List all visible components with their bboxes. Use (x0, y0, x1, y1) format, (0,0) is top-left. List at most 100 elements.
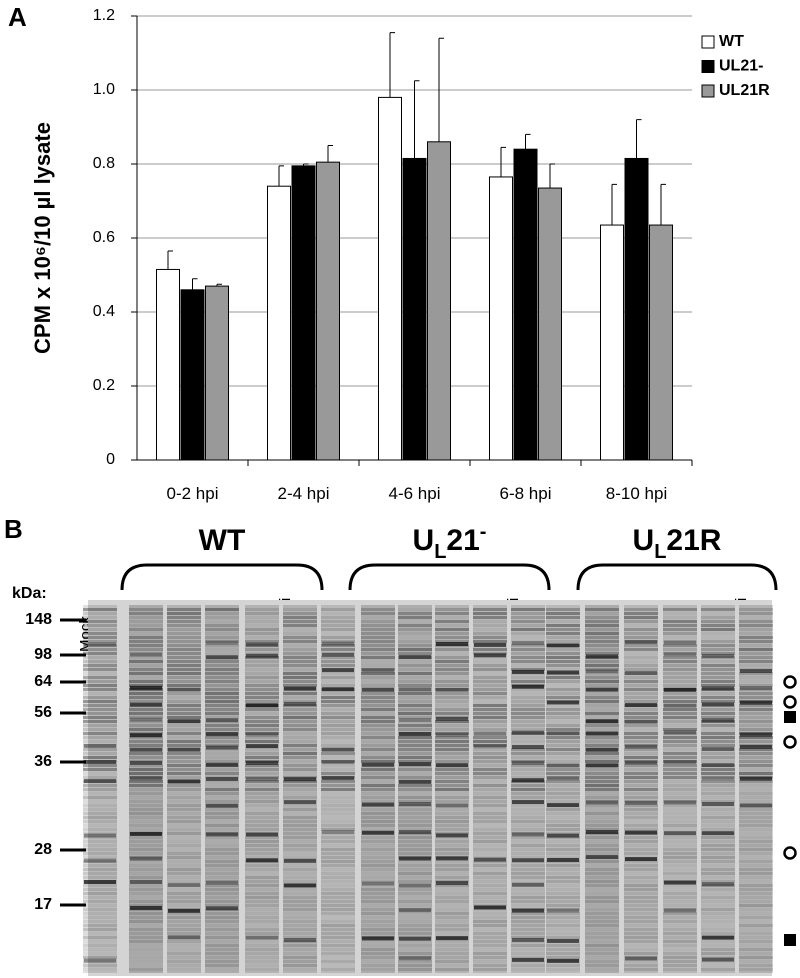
gel-band (245, 632, 279, 635)
gel-lane (739, 605, 773, 973)
gel-band (361, 692, 395, 695)
gel-band (361, 736, 395, 739)
gel-band (585, 800, 619, 803)
gel-band (398, 960, 432, 963)
gel-band (361, 704, 395, 707)
gel-band (473, 636, 507, 639)
gel-band (663, 960, 697, 963)
gel-band (245, 948, 279, 951)
gel-band (205, 840, 239, 843)
gel-band (83, 632, 117, 635)
gel-band (701, 756, 735, 759)
gel-band (321, 888, 355, 891)
gel-band (585, 636, 619, 639)
gel-band (511, 668, 545, 671)
gel-band (398, 828, 432, 831)
gel-band (701, 744, 735, 747)
gel-band (473, 820, 507, 823)
gel-band (361, 908, 395, 911)
gel-band (83, 896, 117, 899)
gel-band (321, 892, 355, 895)
gel-band (701, 648, 735, 651)
gel-band (585, 892, 619, 895)
gel-band (129, 720, 163, 723)
gel-band (435, 940, 469, 943)
gel-band (739, 784, 773, 787)
gel-band (511, 900, 545, 903)
gel-band (435, 732, 469, 735)
gel-band (435, 816, 469, 819)
gel-band (585, 716, 619, 719)
gel-lane (361, 605, 395, 973)
gel-band (739, 908, 773, 911)
gel-band (546, 968, 580, 971)
gel-band (129, 872, 163, 875)
gel-band (473, 868, 507, 871)
gel-band (701, 768, 735, 771)
gel-band (321, 912, 355, 915)
gel-band (361, 968, 395, 971)
gel-band (546, 724, 580, 727)
gel-band (546, 892, 580, 895)
gel-band (130, 776, 162, 781)
gel-band (283, 844, 317, 847)
gel-band (435, 900, 469, 903)
gel-band (473, 760, 507, 763)
gel-band (283, 968, 317, 971)
gel-band (436, 641, 468, 646)
gel-band (473, 640, 507, 643)
gel-band (129, 896, 163, 899)
gel-band (398, 736, 432, 739)
gel-band (663, 612, 697, 615)
gel-band (546, 948, 580, 951)
gel-band (435, 616, 469, 619)
gel-band (83, 832, 117, 835)
gel-band (83, 876, 117, 879)
gel-band (398, 740, 432, 743)
y-axis-label: CPM x 10⁶/10 µl lysate (30, 122, 55, 354)
marker-label: 28 (34, 841, 52, 858)
gel-band (435, 844, 469, 847)
gel-band (167, 952, 201, 955)
gel-band (361, 944, 395, 947)
gel-band (245, 800, 279, 803)
gel-band (511, 948, 545, 951)
gel-band (473, 668, 507, 671)
gel-band (739, 684, 773, 687)
gel-band (585, 940, 619, 943)
gel-band (511, 872, 545, 875)
gel-band (361, 792, 395, 795)
gel-band (663, 768, 697, 771)
gel-band (624, 944, 658, 947)
gel-band (129, 616, 163, 619)
gel-band (362, 830, 394, 835)
gel-band (435, 656, 469, 659)
gel-band (624, 920, 658, 923)
gel-band (546, 656, 580, 659)
gel-band (398, 836, 432, 839)
gel-band (361, 852, 395, 855)
gel-band (84, 958, 116, 963)
gel-band (398, 776, 432, 779)
gel-band (739, 940, 773, 943)
gel-band (83, 908, 117, 911)
marker-label: 36 (34, 753, 52, 770)
gel-band (739, 864, 773, 867)
gel-band (585, 820, 619, 823)
gel-band (546, 840, 580, 843)
gel-band (585, 608, 619, 611)
gel-band (245, 816, 279, 819)
gel-band (624, 740, 658, 743)
gel-band (473, 952, 507, 955)
gel-band (129, 788, 163, 791)
gel-band (701, 924, 735, 927)
gel-band (624, 696, 658, 699)
gel-band (245, 920, 279, 923)
gel-band (361, 924, 395, 927)
gel-band (245, 700, 279, 703)
gel-band (435, 772, 469, 775)
gel-band (167, 632, 201, 635)
gel-band (511, 756, 545, 759)
gel-band (702, 882, 734, 887)
gel-band (84, 833, 116, 838)
